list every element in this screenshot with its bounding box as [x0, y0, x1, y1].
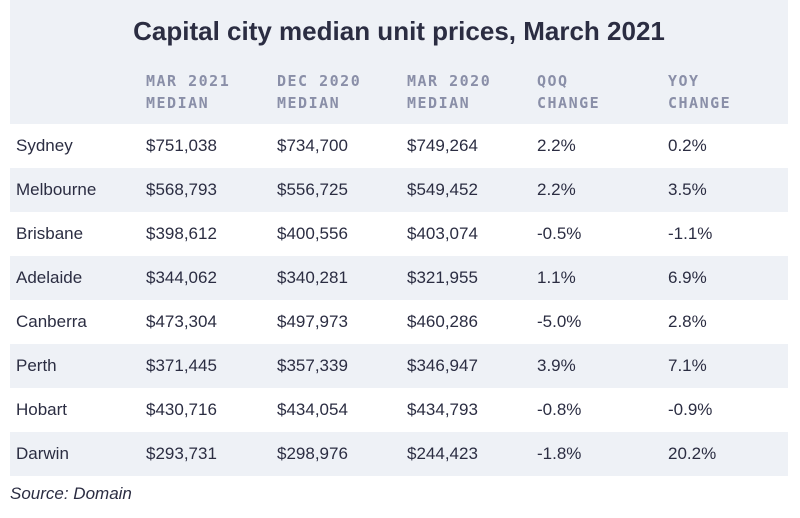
cell-mar-2021-median: $398,612: [146, 224, 217, 243]
cell-city: Darwin: [16, 444, 69, 463]
cell-mar-2021-median: $568,793: [146, 180, 217, 199]
cell-city: Adelaide: [16, 268, 83, 287]
cell-dec-2020-median: $357,339: [277, 356, 348, 375]
cell-mar-2020-median: $321,955: [407, 268, 478, 287]
cell-dec-2020-median: $298,976: [277, 444, 348, 463]
cell-dec-2020-median: $340,281: [277, 268, 348, 287]
cell-dec-2020-median: $434,054: [277, 400, 348, 419]
cell-qoq-change: 1.1%: [537, 268, 576, 287]
cell-mar-2021-median: $344,062: [146, 268, 217, 287]
table-header-row: MAR 2021 MEDIAN DEC 2020 MEDIAN MAR 2020…: [10, 68, 788, 124]
table-row: Hobart $430,716 $434,054 $434,793 -0.8% -0.9%: [10, 388, 788, 432]
header-mar-2021-median: MAR 2021 MEDIAN: [146, 72, 231, 112]
cell-city: Brisbane: [16, 224, 84, 243]
cell-yoy-change: 6.9%: [668, 268, 707, 287]
cell-city: Perth: [16, 356, 57, 375]
cell-mar-2021-median: $430,716: [146, 400, 217, 419]
cell-mar-2021-median: $293,731: [146, 444, 217, 463]
header-mar-2020-median: MAR 2020 MEDIAN: [407, 72, 492, 112]
cell-mar-2020-median: $460,286: [407, 312, 478, 331]
cell-yoy-change: -0.9%: [668, 400, 713, 419]
header-dec-2020-median: DEC 2020 MEDIAN: [277, 72, 362, 112]
table-title: Capital city median unit prices, March 2…: [133, 16, 665, 46]
header-qoq-change: QOQ CHANGE: [537, 72, 601, 112]
price-table-card: Capital city median unit prices, March 2…: [10, 0, 788, 476]
cell-city: Hobart: [16, 400, 68, 419]
cell-yoy-change: 7.1%: [668, 356, 707, 375]
table-row: Perth $371,445 $357,339 $346,947 3.9% 7.1%: [10, 344, 788, 388]
table-row: Sydney $751,038 $734,700 $749,264 2.2% 0.2%: [10, 124, 788, 168]
header-yoy-change: YOY CHANGE: [668, 72, 732, 112]
cell-city: Sydney: [16, 136, 73, 155]
cell-mar-2020-median: $346,947: [407, 356, 478, 375]
title-band: Capital city median unit prices, March 2…: [10, 0, 788, 68]
cell-qoq-change: -1.8%: [537, 444, 582, 463]
cell-mar-2021-median: $751,038: [146, 136, 217, 155]
cell-yoy-change: 0.2%: [668, 136, 707, 155]
cell-mar-2020-median: $549,452: [407, 180, 478, 199]
cell-dec-2020-median: $497,973: [277, 312, 348, 331]
cell-qoq-change: 3.9%: [537, 356, 576, 375]
table-row: Canberra $473,304 $497,973 $460,286 -5.0% 2.8…: [10, 300, 788, 344]
cell-mar-2021-median: $371,445: [146, 356, 217, 375]
table-row: Adelaide $344,062 $340,281 $321,955 1.1% 6.9%: [10, 256, 788, 300]
cell-qoq-change: 2.2%: [537, 180, 576, 199]
cell-yoy-change: -1.1%: [668, 224, 713, 243]
table-row: Darwin $293,731 $298,976 $244,423 -1.8% 20.2%: [10, 432, 788, 476]
cell-mar-2021-median: $473,304: [146, 312, 217, 331]
cell-mar-2020-median: $749,264: [407, 136, 478, 155]
source-note: Source: Domain: [10, 484, 132, 503]
cell-yoy-change: 3.5%: [668, 180, 707, 199]
cell-city: Canberra: [16, 312, 87, 331]
table-row: Melbourne $568,793 $556,725 $549,452 2.2% 3.5…: [10, 168, 788, 212]
cell-qoq-change: -5.0%: [537, 312, 582, 331]
cell-qoq-change: -0.5%: [537, 224, 582, 243]
cell-qoq-change: 2.2%: [537, 136, 576, 155]
cell-dec-2020-median: $734,700: [277, 136, 348, 155]
cell-mar-2020-median: $403,074: [407, 224, 478, 243]
table-row: Brisbane $398,612 $400,556 $403,074 -0.5% -1.…: [10, 212, 788, 256]
cell-dec-2020-median: $556,725: [277, 180, 348, 199]
cell-qoq-change: -0.8%: [537, 400, 582, 419]
cell-mar-2020-median: $244,423: [407, 444, 478, 463]
cell-mar-2020-median: $434,793: [407, 400, 478, 419]
cell-dec-2020-median: $400,556: [277, 224, 348, 243]
cell-yoy-change: 2.8%: [668, 312, 707, 331]
cell-city: Melbourne: [16, 180, 97, 199]
cell-yoy-change: 20.2%: [668, 444, 717, 463]
